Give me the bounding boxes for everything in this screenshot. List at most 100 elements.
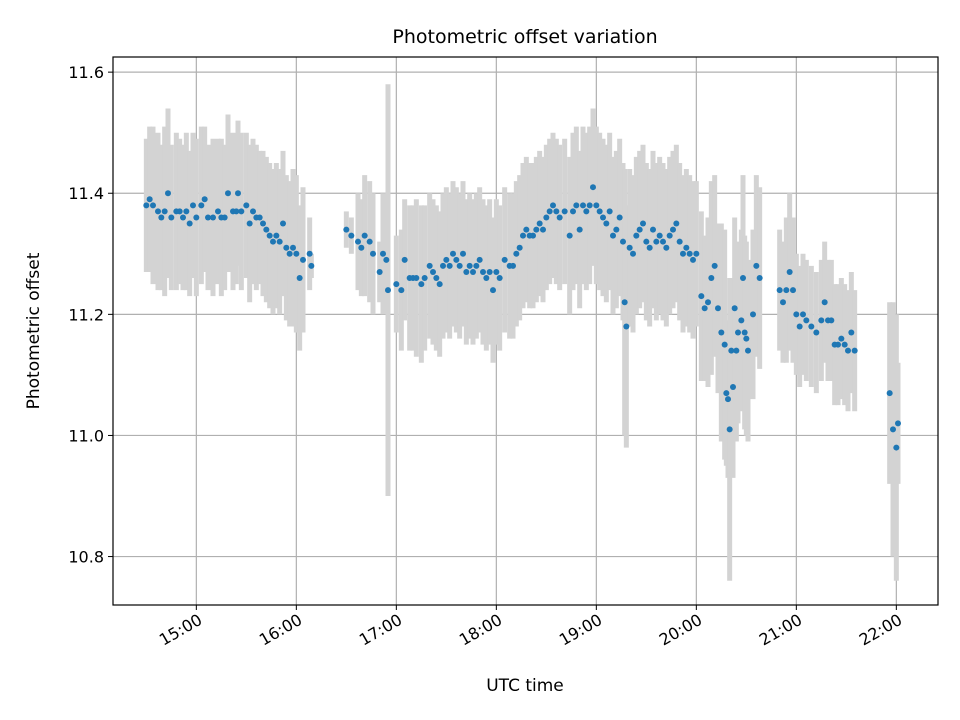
data-point: [483, 275, 490, 282]
data-point: [401, 256, 408, 263]
data-point: [745, 347, 751, 354]
data-point: [370, 250, 376, 257]
data-point: [851, 347, 858, 354]
data-point: [510, 262, 516, 269]
data-point: [473, 262, 480, 269]
data-point: [561, 208, 568, 215]
data-point: [393, 281, 400, 288]
data-point: [633, 232, 640, 239]
data-points: [143, 184, 901, 451]
data-point: [686, 250, 693, 257]
data-point: [743, 335, 750, 342]
y-tick-label: 11.4: [68, 184, 104, 203]
data-point: [741, 329, 748, 336]
data-point: [636, 226, 643, 233]
data-point: [680, 250, 686, 257]
data-point: [663, 244, 670, 251]
data-point: [205, 214, 211, 221]
data-point: [446, 262, 453, 269]
data-point: [693, 250, 700, 257]
data-point: [895, 420, 901, 427]
data-point: [718, 329, 725, 336]
data-point: [848, 329, 855, 336]
data-point: [413, 275, 420, 282]
data-point: [436, 281, 443, 288]
data-point: [890, 426, 896, 433]
data-point: [546, 208, 553, 215]
data-point: [463, 268, 470, 275]
data-point: [306, 250, 313, 257]
data-point: [433, 275, 440, 282]
data-point: [666, 232, 673, 239]
data-point: [246, 220, 253, 227]
data-point: [450, 250, 456, 257]
data-point: [753, 262, 760, 269]
data-point: [533, 226, 540, 233]
data-point: [238, 208, 245, 215]
data-point: [733, 347, 740, 354]
data-point: [430, 268, 436, 275]
data-point: [640, 220, 646, 227]
data-point: [155, 208, 161, 215]
data-point: [165, 190, 171, 197]
data-point: [210, 214, 216, 221]
y-tick-label: 11.6: [68, 63, 104, 82]
data-point: [646, 244, 653, 251]
y-axis-ticks: 10.8 11.0 11.2 11.4 11.6: [68, 63, 113, 567]
data-point: [725, 396, 731, 403]
data-point: [643, 238, 650, 245]
data-point: [183, 208, 190, 215]
data-point: [800, 311, 806, 318]
data-point: [225, 190, 231, 197]
data-point: [176, 208, 183, 215]
data-point: [845, 347, 851, 354]
data-point: [690, 256, 696, 263]
data-point: [613, 226, 620, 233]
data-point: [460, 250, 466, 257]
x-axis-label: UTC time: [486, 676, 564, 696]
data-point: [756, 275, 763, 282]
data-point: [803, 317, 810, 324]
data-point: [355, 238, 361, 245]
data-point: [550, 202, 556, 209]
data-point: [376, 268, 383, 275]
data-point: [290, 244, 296, 251]
data-point: [808, 323, 815, 330]
data-point: [243, 202, 250, 209]
data-point: [776, 287, 783, 294]
data-point: [270, 238, 276, 245]
data-point: [893, 444, 900, 451]
data-point: [523, 226, 530, 233]
data-point: [673, 220, 680, 227]
data-point: [516, 244, 523, 251]
data-point: [821, 299, 828, 306]
data-point: [818, 317, 825, 324]
data-point: [620, 238, 626, 245]
data-point: [146, 196, 153, 203]
y-axis-label: Photometric offset: [24, 252, 44, 409]
data-point: [828, 317, 835, 324]
data-point: [300, 256, 306, 263]
y-tick-label: 11.0: [68, 426, 104, 445]
data-point: [553, 208, 560, 215]
data-point: [520, 232, 526, 239]
plot-frame: [112, 56, 939, 606]
data-point: [276, 238, 283, 245]
data-point: [536, 220, 543, 227]
data-point: [603, 220, 610, 227]
data-point: [656, 232, 663, 239]
data-point: [841, 341, 848, 348]
data-point: [480, 268, 486, 275]
data-point: [260, 220, 266, 227]
data-point: [543, 214, 550, 221]
data-point: [201, 196, 208, 203]
data-point: [580, 202, 586, 209]
data-point: [835, 341, 841, 348]
data-point: [501, 256, 508, 263]
data-point: [343, 226, 350, 233]
data-point: [813, 329, 820, 336]
data-point: [453, 256, 460, 263]
data-point: [385, 287, 391, 294]
data-point: [250, 208, 256, 215]
